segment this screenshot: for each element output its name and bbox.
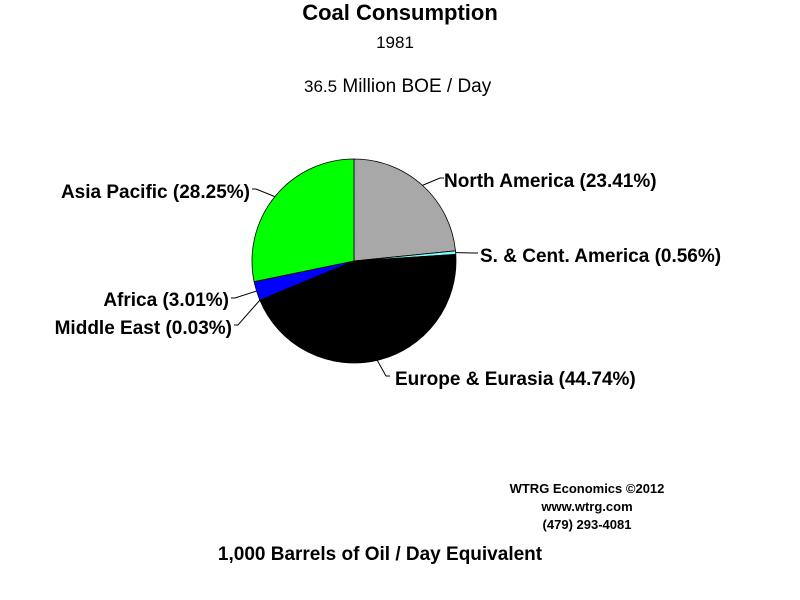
credits-line-company: WTRG Economics ©2012 xyxy=(509,481,665,496)
slice-label: Middle East (0.03%) xyxy=(55,318,232,339)
credits-line-phone: (479) 293-4081 xyxy=(542,517,632,532)
leader-line xyxy=(234,299,261,326)
pie-slice xyxy=(259,253,457,364)
leader-line xyxy=(231,290,257,299)
chart-subtitle: 1981 xyxy=(376,33,414,52)
slice-label: Asia Pacific (28.25%) xyxy=(61,182,250,203)
total-value: 36.5 xyxy=(304,77,338,96)
leader-line xyxy=(252,188,276,198)
slice-label: North America (23.41%) xyxy=(444,171,657,192)
pie-slice xyxy=(353,158,456,262)
credits: WTRG Economics ©2012 www.wtrg.com (479) … xyxy=(478,480,696,534)
chart-footer-note: 1,000 Barrels of Oil / Day Equivalent xyxy=(217,544,543,565)
leader-line xyxy=(422,177,444,186)
slice-label: Europe & Eurasia (44.74%) xyxy=(395,369,636,390)
leader-line xyxy=(376,360,390,377)
chart-title: Coal Consumption xyxy=(302,0,498,25)
total-unit: Million BOE / Day xyxy=(342,76,492,97)
total-label: 36.5 Million BOE / Day xyxy=(304,76,491,98)
slice-label: Africa (3.01%) xyxy=(103,290,229,311)
slice-label: S. & Cent. America (0.56%) xyxy=(480,246,721,267)
credits-line-website: www.wtrg.com xyxy=(541,499,633,514)
pie-slice xyxy=(251,158,355,283)
